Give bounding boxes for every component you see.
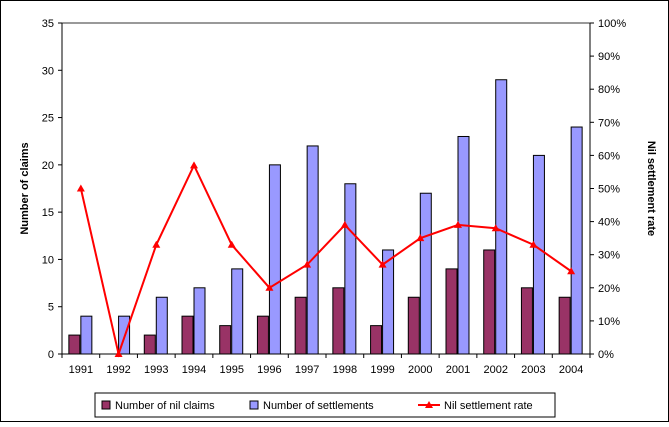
y2-axis-title: Nil settlement rate (645, 141, 657, 236)
bar-nil-claims (294, 296, 307, 355)
bar-settlements (80, 315, 93, 355)
bar-nil-claims (520, 287, 533, 355)
y-tick-label: 20 (42, 160, 54, 172)
bar-nil-claims (558, 296, 571, 355)
bar-nil-claims (143, 334, 156, 355)
y-axis-title: Number of claims (19, 142, 31, 234)
y-tick-label: 35 (42, 18, 54, 30)
x-tick-label: 1991 (69, 364, 93, 376)
y2-tick-label: 20% (598, 283, 620, 295)
x-tick-label: 1995 (219, 364, 243, 376)
legend (94, 392, 556, 418)
legend-swatch (101, 400, 111, 410)
bar-settlements (382, 249, 395, 355)
x-tick-label: 2003 (521, 364, 545, 376)
y2-tick-label: 10% (598, 316, 620, 328)
bar-settlements (193, 287, 206, 355)
legend-label: Number of nil claims (115, 400, 215, 412)
y2-tick-label: 70% (598, 117, 620, 129)
x-tick-label: 2004 (559, 364, 583, 376)
legend-label: Nil settlement rate (444, 400, 533, 412)
y2-tick-label: 60% (598, 150, 620, 162)
y2-tick-label: 0% (598, 349, 614, 361)
rate-marker (303, 260, 312, 268)
x-tick-label: 1997 (295, 364, 319, 376)
bar-settlements (419, 192, 432, 355)
rate-marker (152, 240, 161, 248)
legend-label: Number of settlements (263, 400, 374, 412)
rate-marker (567, 267, 576, 275)
bar-settlements (155, 296, 168, 355)
rate-marker (76, 184, 85, 192)
x-tick-label: 1992 (106, 364, 130, 376)
y-tick-label: 30 (42, 65, 54, 77)
rate-line (79, 162, 572, 358)
rate-marker (190, 161, 198, 169)
y2-tick-label: 30% (598, 250, 620, 262)
rate-marker (529, 240, 538, 248)
y-tick-label: 25 (42, 113, 54, 125)
rate-marker (491, 224, 500, 232)
y2-tick-label: 40% (598, 217, 620, 229)
y2-tick-label: 50% (598, 184, 620, 196)
rate-marker (416, 234, 425, 242)
bar-nil-claims (445, 268, 458, 355)
x-tick-label: 1998 (333, 364, 357, 376)
rate-marker (114, 350, 123, 357)
rate-marker (454, 220, 462, 228)
rate-marker (227, 240, 236, 248)
bar-settlements (495, 79, 508, 355)
bar-settlements (306, 145, 319, 355)
bar-nil-claims (256, 315, 269, 355)
bar-nil-claims (68, 334, 81, 355)
x-tick-label: 1996 (257, 364, 281, 376)
y-tick-label: 15 (42, 207, 54, 219)
bar-nil-claims (407, 296, 420, 355)
bar-nil-claims (370, 325, 383, 355)
bar-settlements (457, 135, 470, 355)
rate-marker (378, 260, 387, 268)
y-tick-label: 5 (48, 302, 54, 314)
x-tick-label: 2002 (483, 364, 507, 376)
bar-settlements (268, 164, 281, 355)
y2-tick-label: 100% (598, 18, 626, 30)
x-tick-label: 2001 (446, 364, 470, 376)
bar-nil-claims (181, 315, 194, 355)
x-tick-label: 2000 (408, 364, 432, 376)
y-tick-label: 0 (48, 349, 54, 361)
bar-nil-claims (483, 249, 496, 355)
bar-nil-claims (332, 287, 345, 355)
x-tick-label: 1999 (370, 364, 394, 376)
y-tick-label: 10 (42, 254, 54, 266)
bar-settlements (231, 268, 244, 355)
rate-marker (340, 220, 349, 228)
legend-swatch (249, 400, 259, 410)
x-tick-label: 1994 (182, 364, 206, 376)
rate-marker (265, 283, 274, 291)
bar-settlements (532, 154, 545, 355)
legend-marker (425, 401, 433, 408)
bar-settlements (570, 126, 583, 355)
x-tick-label: 1993 (144, 364, 168, 376)
y2-tick-label: 90% (598, 51, 620, 63)
bar-nil-claims (219, 325, 232, 355)
y2-tick-label: 80% (598, 84, 620, 96)
bar-settlements (344, 183, 357, 355)
